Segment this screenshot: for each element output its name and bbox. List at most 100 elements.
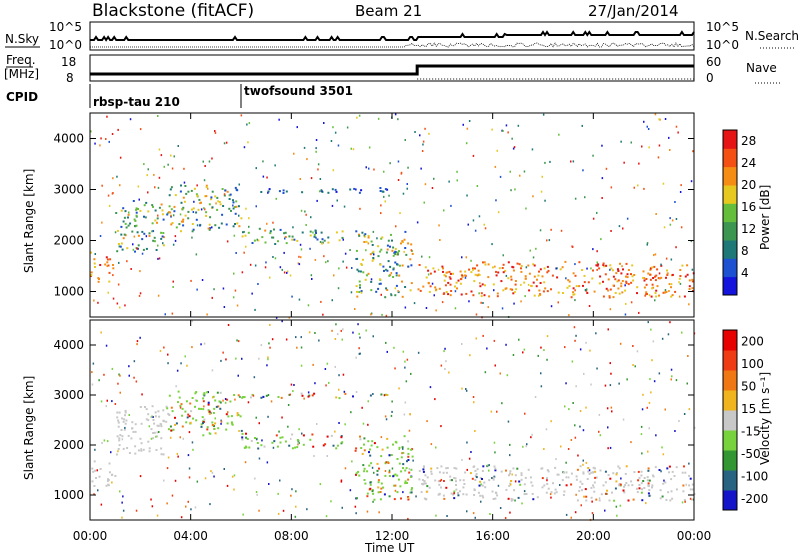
data-cell: [525, 493, 528, 495]
data-cell: [494, 364, 496, 367]
data-cell: [652, 340, 655, 343]
data-cell: [632, 345, 634, 347]
data-cell: [442, 494, 445, 497]
data-cell: [123, 233, 126, 236]
data-cell: [286, 270, 289, 273]
data-cell: [541, 477, 544, 480]
data-cell: [516, 467, 519, 470]
data-cell: [607, 278, 610, 281]
data-cell: [407, 455, 410, 458]
data-cell: [164, 313, 166, 316]
data-cell: [312, 231, 314, 234]
data-cell: [455, 467, 458, 470]
data-cell: [255, 438, 258, 441]
data-cell: [100, 503, 103, 506]
data-cell: [237, 205, 240, 208]
data-cell: [174, 194, 177, 197]
data-cell: [660, 263, 662, 266]
data-cell: [112, 267, 115, 270]
data-cell: [258, 422, 260, 425]
data-cell: [602, 262, 605, 265]
data-cell: [155, 435, 157, 438]
data-cell: [641, 145, 643, 148]
data-cell: [681, 471, 684, 474]
data-cell: [199, 224, 201, 227]
data-cell: [233, 272, 235, 275]
data-cell: [152, 419, 155, 421]
data-cell: [570, 296, 573, 299]
data-cell: [267, 415, 269, 418]
data-cell: [523, 170, 526, 173]
data-cell: [617, 269, 620, 272]
data-cell: [226, 190, 229, 193]
data-cell: [406, 460, 408, 463]
data-cell: [244, 234, 247, 237]
data-cell: [274, 243, 277, 245]
data-cell: [251, 292, 253, 295]
data-cell: [222, 399, 224, 402]
data-cell: [293, 238, 296, 241]
data-cell: [386, 289, 389, 291]
data-cell: [328, 381, 330, 384]
data-cell: [167, 212, 169, 215]
data-cell: [426, 476, 429, 479]
power-y-tick-label: 3000: [53, 183, 84, 197]
data-cell: [641, 408, 644, 411]
data-cell: [625, 282, 628, 285]
data-cell: [217, 405, 220, 408]
data-cell: [265, 394, 268, 397]
data-cell: [99, 468, 102, 470]
data-cell: [646, 476, 649, 479]
data-cell: [540, 372, 542, 375]
data-cell: [473, 465, 476, 468]
data-cell: [313, 233, 316, 236]
power-colorbar-swatch: [723, 240, 737, 259]
data-cell: [363, 241, 366, 243]
data-cell: [625, 465, 628, 468]
data-cell: [124, 210, 127, 213]
power-colorbar-swatch: [723, 276, 737, 296]
data-cell: [572, 402, 574, 404]
x-tick-label: 20:00: [576, 529, 611, 543]
data-cell: [621, 280, 624, 282]
data-cell: [437, 480, 440, 483]
data-cell: [390, 233, 392, 236]
data-cell: [668, 283, 671, 286]
data-cell: [125, 226, 128, 229]
data-cell: [640, 433, 643, 436]
data-cell: [153, 431, 156, 434]
data-cell: [236, 414, 239, 417]
data-cell: [403, 435, 406, 438]
data-cell: [295, 490, 297, 493]
data-cell: [94, 142, 96, 145]
data-cell: [446, 271, 449, 274]
data-cell: [406, 187, 408, 190]
data-cell: [630, 281, 633, 284]
data-cell: [204, 477, 207, 480]
data-cell: [403, 250, 405, 253]
data-cell: [419, 289, 422, 292]
data-cell: [532, 498, 535, 501]
data-cell: [620, 477, 622, 480]
data-cell: [647, 492, 650, 495]
data-cell: [241, 357, 243, 360]
data-cell: [118, 245, 121, 248]
data-cell: [388, 475, 391, 477]
data-cell: [571, 245, 573, 248]
data-cell: [167, 412, 170, 415]
data-cell: [371, 440, 374, 443]
data-cell: [391, 239, 393, 242]
data-cell: [494, 165, 497, 168]
data-cell: [496, 292, 499, 295]
data-cell: [190, 279, 192, 282]
data-cell: [373, 168, 375, 171]
data-cell: [158, 431, 160, 433]
data-cell: [211, 206, 214, 209]
data-cell: [475, 473, 478, 476]
data-cell: [192, 417, 194, 420]
data-cell: [205, 211, 208, 214]
data-cell: [352, 148, 355, 151]
data-cell: [379, 250, 382, 253]
data-cell: [371, 490, 374, 493]
data-cell: [236, 189, 239, 192]
